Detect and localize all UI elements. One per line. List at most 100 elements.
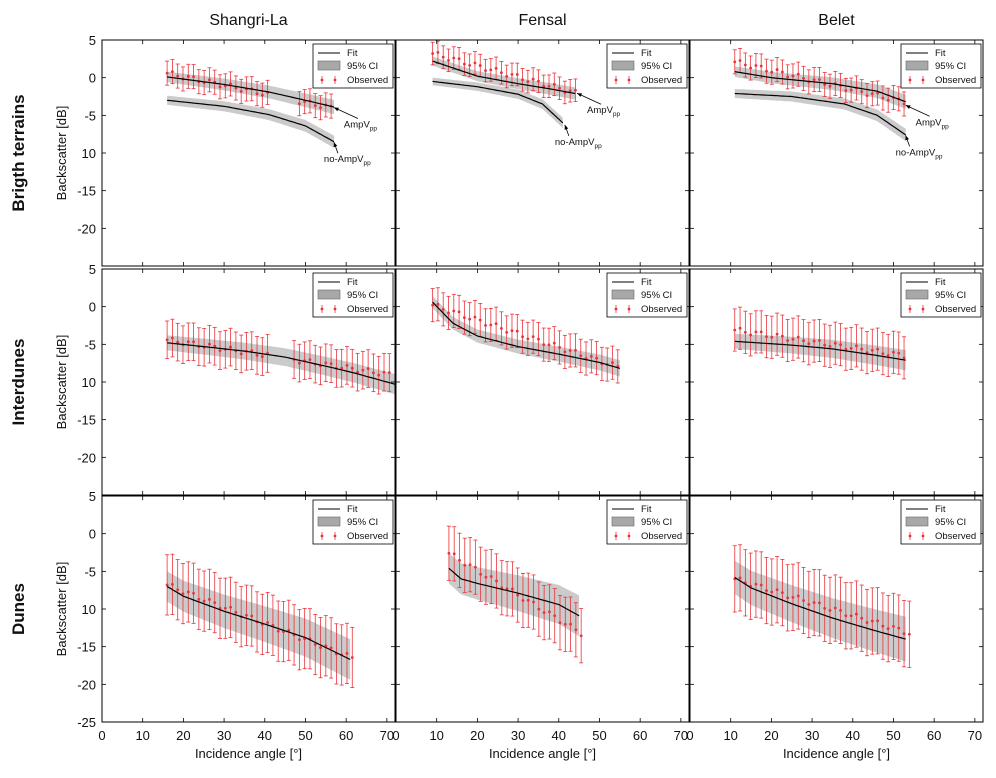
observed-point [499, 560, 504, 616]
annotation-arrow-head [333, 142, 338, 148]
observed-marker [791, 595, 795, 599]
observed-point [202, 70, 207, 96]
legend-observed-marker [627, 78, 631, 82]
x-tick-label: 30 [511, 728, 525, 743]
observed-marker [521, 335, 524, 339]
observed-point [504, 64, 509, 89]
observed-marker [489, 323, 493, 327]
observed-point [313, 93, 318, 119]
observed-point [796, 562, 801, 630]
observed-marker [297, 102, 301, 106]
observed-point [457, 532, 462, 588]
y-tick-label: -5 [84, 108, 96, 123]
observed-point [849, 582, 854, 650]
fit-line [432, 60, 576, 95]
observed-marker [526, 80, 530, 83]
observed-point [870, 587, 875, 655]
observed-marker [775, 332, 779, 336]
observed-point [228, 327, 233, 367]
observed-marker [499, 326, 503, 330]
observed-marker [387, 371, 391, 374]
legend-ci-swatch [317, 60, 341, 71]
observed-marker [478, 64, 482, 67]
observed-point [297, 609, 302, 671]
observed-marker [176, 74, 180, 78]
observed-marker [833, 341, 837, 345]
observed-marker [463, 563, 467, 567]
observed-point [207, 67, 212, 93]
observed-point [562, 334, 567, 369]
observed-point [218, 331, 223, 370]
observed-marker [786, 339, 790, 342]
observed-marker [313, 643, 317, 646]
legend-box [900, 499, 982, 545]
y-tick-label: -5 [84, 337, 96, 352]
observed-marker [907, 632, 911, 636]
annotation-label-main: AmpV [344, 120, 371, 131]
observed-point [806, 322, 811, 366]
observed-point [249, 585, 254, 647]
x-tick-label: 30 [217, 728, 231, 743]
observed-point [360, 350, 365, 390]
observed-point [562, 80, 567, 105]
observed-marker [495, 579, 498, 583]
observed-marker [260, 355, 264, 358]
observed-point [573, 602, 578, 658]
legend: Fit 95% CI Observed [900, 499, 982, 545]
legend-ci-label: 95% CI [935, 290, 966, 301]
annotation-label-sub: pp [942, 123, 950, 130]
observed-point [806, 570, 811, 638]
observed-marker [192, 75, 195, 79]
observed-point [509, 313, 514, 348]
observed-marker [500, 586, 504, 590]
observed-marker [473, 61, 477, 65]
observed-marker [197, 597, 201, 601]
observed-marker [791, 74, 795, 78]
legend-observed-marker [921, 307, 925, 311]
plot-area [430, 40, 578, 128]
observed-marker [521, 78, 524, 82]
observed-point [170, 318, 175, 358]
legend-observed-label: Observed [935, 75, 976, 86]
observed-point [785, 319, 790, 363]
observed-marker [775, 68, 779, 71]
observed-point [212, 326, 217, 366]
observed-marker [171, 582, 174, 586]
plot-area [430, 287, 620, 384]
fit-line [734, 71, 906, 103]
annotation-label-main: AmpV [587, 105, 614, 116]
observed-point [451, 293, 456, 328]
annotation-label-sub: pp [935, 153, 943, 160]
observed-marker [239, 352, 243, 356]
plot-area [165, 553, 355, 689]
fit-line [167, 99, 335, 143]
legend-observed-label: Observed [347, 75, 388, 86]
legend-ci-swatch [317, 516, 341, 527]
observed-point [186, 561, 191, 623]
observed-point [790, 563, 795, 631]
observed-marker [574, 88, 577, 92]
annotation-label: AmpVpp [587, 105, 620, 118]
x-tick-label: 60 [339, 728, 353, 743]
annotation-arrow-head [905, 105, 911, 109]
observed-point [764, 58, 769, 84]
observed-point [281, 601, 286, 663]
observed-marker [754, 64, 758, 67]
observed-point [170, 59, 175, 85]
legend-ci-label: 95% CI [935, 517, 966, 528]
observed-marker [754, 330, 758, 334]
observed-marker [494, 322, 498, 326]
observed-point [801, 319, 806, 363]
observed-point [441, 292, 446, 327]
observed-marker [558, 86, 561, 90]
observed-marker [812, 339, 816, 343]
observed-point [207, 324, 212, 364]
observed-marker [441, 55, 445, 59]
x-tick-label: 20 [764, 728, 778, 743]
observed-point [796, 61, 801, 87]
observed-point [525, 321, 530, 356]
observed-marker [886, 627, 890, 631]
observed-point [297, 343, 302, 383]
